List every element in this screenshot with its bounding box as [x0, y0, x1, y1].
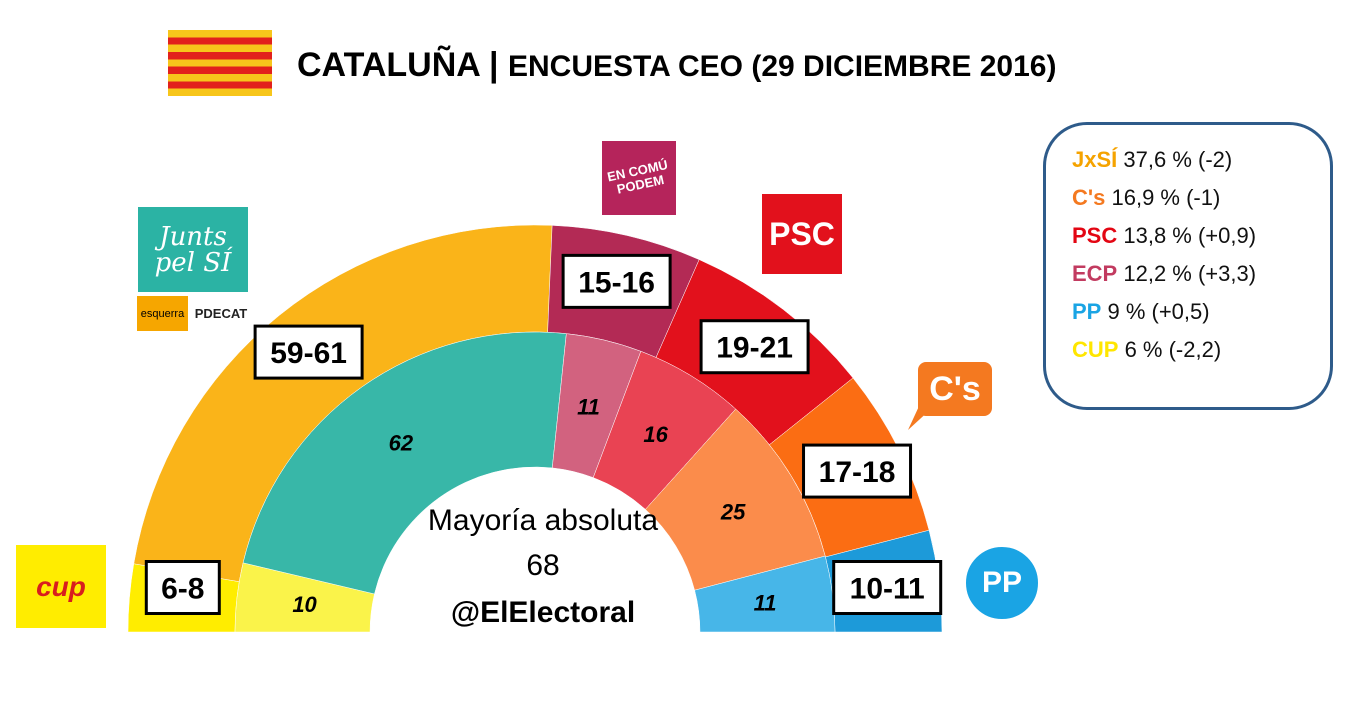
legend-row-psc: PSC 13,8 % (+0,9) [1072, 223, 1256, 249]
legend-row-jxsi: JxSÍ 37,6 % (-2) [1072, 147, 1232, 173]
legend-party: JxSÍ [1072, 147, 1118, 172]
svg-text:6-8: 6-8 [161, 573, 204, 606]
source-credit: @ElElectoral [451, 596, 635, 629]
legend-value: 37,6 % (-2) [1123, 147, 1233, 172]
page-title: CATALUÑA | ENCUESTA CEO (29 DICIEMBRE 20… [297, 46, 1057, 84]
cup-logo-icon: cup [16, 545, 106, 628]
legend-box: JxSÍ 37,6 % (-2) C's 16,9 % (-1) PSC 13,… [1043, 122, 1333, 410]
seat-label-outer: 6-8 [144, 560, 221, 616]
seat-label-inner: 11 [577, 394, 600, 419]
pdecat-logo-icon: PDECAT [194, 305, 248, 321]
svg-text:19-21: 19-21 [716, 332, 793, 365]
esquerra-logo-icon: esquerra [137, 296, 188, 331]
legend-value: 9 % (+0,5) [1107, 299, 1210, 324]
seat-label-outer: 15-16 [561, 253, 672, 309]
majority-label: Mayoría absoluta [428, 504, 658, 537]
psc-logo-icon: PSC [762, 194, 842, 274]
seat-label-inner: 62 [389, 431, 414, 456]
junts-pel-si-logo-icon: Junts pel SÍ [138, 207, 248, 292]
legend-party: PP [1072, 299, 1102, 324]
seat-label-outer: 10-11 [832, 560, 943, 616]
seat-label-inner: 11 [754, 590, 777, 615]
en-comu-podem-logo-icon: EN COMÚ PODEM [602, 141, 676, 215]
seat-arc-inner-pp [694, 555, 836, 633]
seat-label-outer: 19-21 [699, 319, 810, 375]
seat-label-inner: 10 [292, 592, 317, 617]
legend-value: 13,8 % (+0,9) [1123, 223, 1257, 248]
legend-value: 6 % (-2,2) [1124, 337, 1222, 362]
seat-label-outer: 17-18 [802, 443, 913, 499]
seat-label-inner: 25 [720, 499, 746, 524]
legend-party: C's [1072, 185, 1106, 210]
legend-row-cs: C's 16,9 % (-1) [1072, 185, 1220, 211]
legend-row-pp: PP 9 % (+0,5) [1072, 299, 1210, 325]
pp-logo-icon: PP [963, 544, 1041, 622]
legend-row-ecp: ECP 12,2 % (+3,3) [1072, 261, 1256, 287]
seat-label-inner: 16 [643, 422, 668, 447]
svg-text:15-16: 15-16 [578, 266, 655, 299]
majority-value: 68 [526, 549, 559, 582]
svg-text:10-11: 10-11 [850, 573, 925, 606]
svg-text:59-61: 59-61 [270, 337, 347, 370]
catalonia-flag-icon [168, 30, 272, 96]
cs-logo-icon: C's [918, 362, 992, 416]
seat-arc-inner-jxs [242, 331, 567, 595]
legend-value: 16,9 % (-1) [1111, 185, 1221, 210]
legend-row-cup: CUP 6 % (-2,2) [1072, 337, 1221, 363]
legend-party: PSC [1072, 223, 1118, 248]
seat-label-outer: 59-61 [253, 324, 364, 380]
legend-party: ECP [1072, 261, 1118, 286]
legend-value: 12,2 % (+3,3) [1123, 261, 1257, 286]
cs-logo-tail-icon [908, 404, 932, 430]
svg-text:17-18: 17-18 [819, 456, 896, 489]
legend-party: CUP [1072, 337, 1119, 362]
